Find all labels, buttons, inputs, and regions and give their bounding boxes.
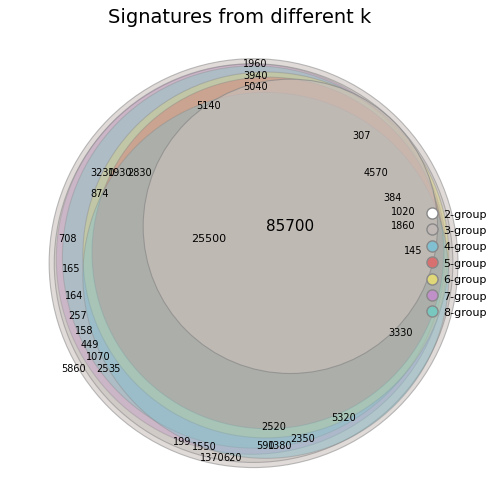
Text: 2350: 2350: [290, 434, 315, 444]
Text: 5040: 5040: [243, 82, 268, 92]
Text: 4570: 4570: [364, 168, 389, 178]
Text: 3230: 3230: [90, 168, 114, 178]
Text: 384: 384: [384, 193, 402, 203]
Text: 1960: 1960: [243, 59, 268, 69]
Text: 307: 307: [353, 132, 371, 142]
Text: 5140: 5140: [196, 101, 221, 111]
Text: 3940: 3940: [243, 71, 268, 81]
Text: 5320: 5320: [331, 413, 356, 423]
Circle shape: [56, 64, 447, 454]
Text: 2520: 2520: [262, 422, 286, 431]
Circle shape: [83, 72, 449, 438]
Circle shape: [62, 66, 445, 448]
Text: 1550: 1550: [192, 442, 217, 452]
Text: 1930: 1930: [108, 168, 133, 178]
Text: 620: 620: [224, 454, 242, 463]
Text: 1380: 1380: [268, 441, 292, 451]
Text: 5860: 5860: [61, 364, 86, 374]
Text: 158: 158: [75, 326, 93, 336]
Text: 1020: 1020: [391, 207, 415, 217]
Circle shape: [143, 79, 437, 373]
Text: 1860: 1860: [391, 221, 415, 231]
Text: 164: 164: [65, 291, 83, 301]
Text: 85700: 85700: [266, 219, 314, 234]
Text: 35: 35: [108, 364, 121, 374]
Text: 257: 257: [69, 311, 87, 321]
Legend: 2-group, 3-group, 4-group, 5-group, 6-group, 7-group, 8-group: 2-group, 3-group, 4-group, 5-group, 6-gr…: [423, 205, 490, 322]
Text: 145: 145: [404, 246, 422, 256]
Text: 199: 199: [173, 437, 191, 447]
Title: Signatures from different k: Signatures from different k: [108, 8, 371, 27]
Text: 590: 590: [257, 441, 275, 451]
Text: 874: 874: [90, 188, 108, 199]
Text: 25500: 25500: [191, 234, 226, 243]
Text: 25: 25: [96, 364, 108, 374]
Circle shape: [49, 59, 458, 468]
Text: 165: 165: [62, 264, 81, 274]
Text: 449: 449: [81, 340, 99, 350]
Circle shape: [92, 77, 444, 429]
Text: 2830: 2830: [127, 168, 151, 178]
Text: 708: 708: [58, 234, 77, 243]
Text: 1370: 1370: [201, 454, 225, 463]
Circle shape: [83, 92, 449, 458]
Circle shape: [54, 64, 453, 463]
Text: 1070: 1070: [86, 352, 110, 362]
Text: 3330: 3330: [389, 328, 413, 338]
